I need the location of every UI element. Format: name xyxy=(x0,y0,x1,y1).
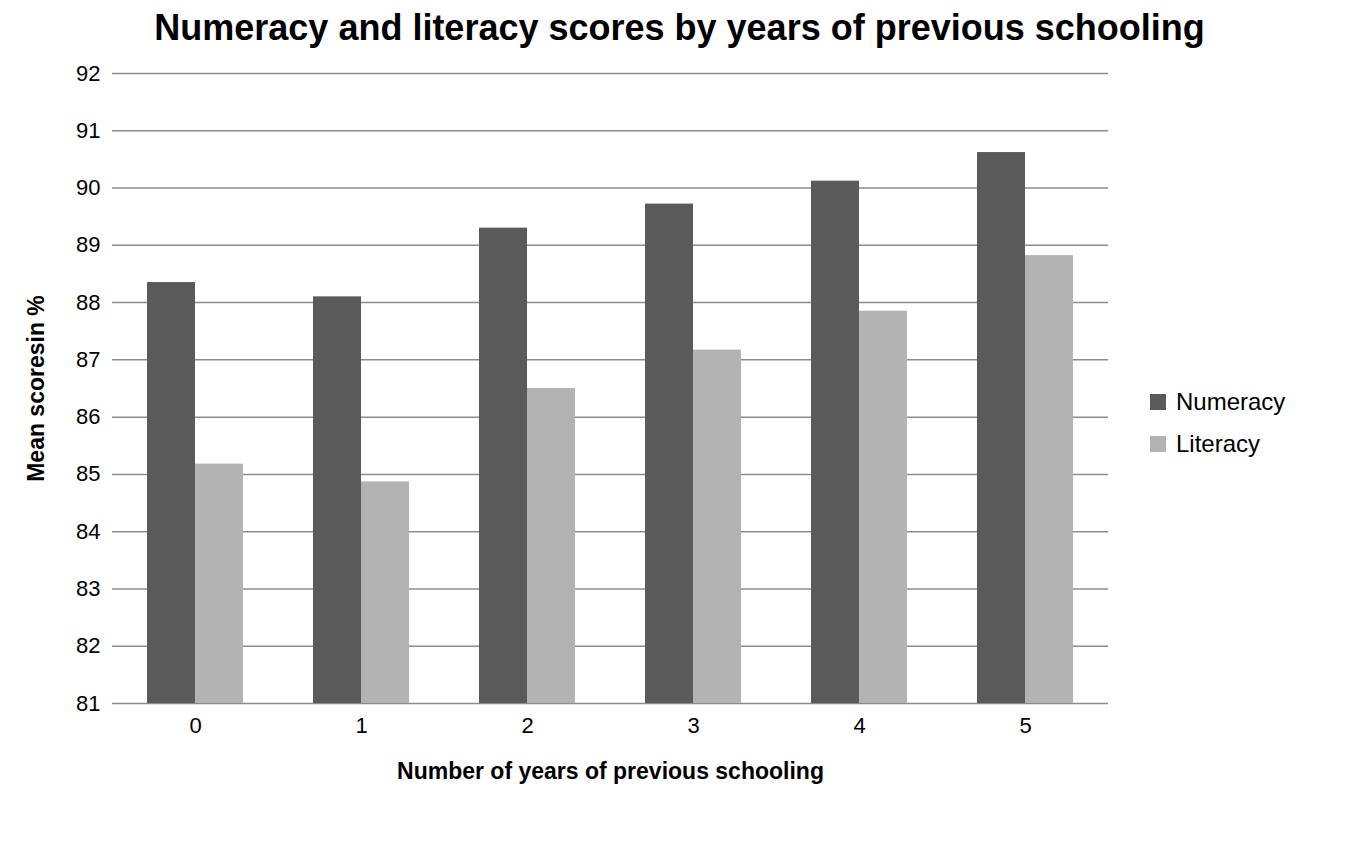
html-text:Literacy: Literacy xyxy=(1176,429,1260,457)
svg-text:0: 0 xyxy=(189,713,201,738)
svg-text:Number of years of previous sc: Number of years of previous schooling xyxy=(397,757,824,783)
svg-text:4: 4 xyxy=(853,713,865,738)
svg-text:Mean scoresin %: Mean scoresin % xyxy=(23,295,49,482)
svg-text:5: 5 xyxy=(1019,713,1031,738)
svg-text:90: 90 xyxy=(76,175,100,200)
svg-text:86: 86 xyxy=(76,404,100,429)
svg-text:85: 85 xyxy=(76,461,100,486)
svg-text:2: 2 xyxy=(521,713,533,738)
svg-text:81: 81 xyxy=(76,690,100,715)
svg-text:1: 1 xyxy=(355,713,367,738)
svg-text:83: 83 xyxy=(76,576,100,601)
svg-text:89: 89 xyxy=(76,232,100,257)
svg-text:92: 92 xyxy=(76,60,100,85)
svg-text:91: 91 xyxy=(76,117,100,142)
svg-text:87: 87 xyxy=(76,346,100,371)
svg-text:3: 3 xyxy=(687,713,699,738)
svg-text:88: 88 xyxy=(76,289,100,314)
svg-text:84: 84 xyxy=(76,518,100,543)
html-text:Numeracy and literacy scores b: Numeracy and literacy scores by years of… xyxy=(154,7,1205,48)
svg-text:82: 82 xyxy=(76,633,100,658)
html-text:Numeracy: Numeracy xyxy=(1176,387,1286,415)
